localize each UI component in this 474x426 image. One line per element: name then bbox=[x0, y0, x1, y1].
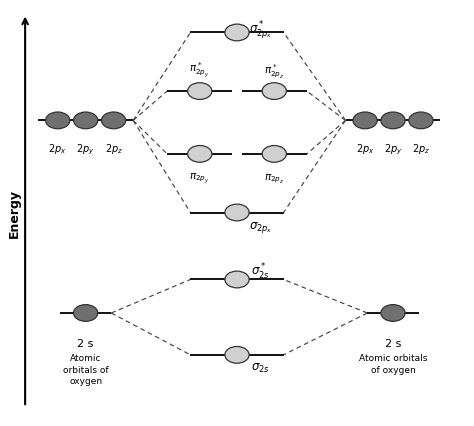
Ellipse shape bbox=[262, 83, 286, 100]
Ellipse shape bbox=[381, 113, 405, 130]
Ellipse shape bbox=[225, 25, 249, 42]
Ellipse shape bbox=[73, 305, 98, 322]
Text: $2p_z$: $2p_z$ bbox=[105, 142, 123, 156]
Text: 2 s: 2 s bbox=[77, 338, 94, 348]
Ellipse shape bbox=[73, 113, 98, 130]
Text: $2p_x$: $2p_x$ bbox=[356, 142, 374, 156]
Ellipse shape bbox=[225, 204, 249, 222]
Ellipse shape bbox=[188, 83, 212, 100]
Ellipse shape bbox=[46, 113, 70, 130]
Text: $2p_x$: $2p_x$ bbox=[48, 142, 67, 156]
Ellipse shape bbox=[381, 305, 405, 322]
Text: $\sigma_{2p_x}$: $\sigma_{2p_x}$ bbox=[249, 219, 272, 234]
Text: $2p_z$: $2p_z$ bbox=[412, 142, 430, 156]
Text: $\pi_{2p_y}$: $\pi_{2p_y}$ bbox=[190, 171, 210, 185]
Text: $\sigma^*_{2p_x}$: $\sigma^*_{2p_x}$ bbox=[249, 19, 272, 41]
Ellipse shape bbox=[188, 146, 212, 163]
Ellipse shape bbox=[225, 271, 249, 288]
Text: Atomic
orbitals of
oxygen: Atomic orbitals of oxygen bbox=[63, 353, 109, 386]
Text: $\pi^*_{2p_z}$: $\pi^*_{2p_z}$ bbox=[264, 62, 284, 80]
Ellipse shape bbox=[262, 146, 286, 163]
Ellipse shape bbox=[225, 347, 249, 363]
Text: $\sigma_{2s}$: $\sigma_{2s}$ bbox=[251, 361, 270, 374]
Text: Energy: Energy bbox=[8, 189, 21, 237]
Ellipse shape bbox=[409, 113, 433, 130]
Ellipse shape bbox=[101, 113, 126, 130]
Text: $2p_y$: $2p_y$ bbox=[76, 142, 95, 156]
Ellipse shape bbox=[353, 113, 377, 130]
Text: $2p_y$: $2p_y$ bbox=[384, 142, 402, 156]
Text: Atomic orbitals
of oxygen: Atomic orbitals of oxygen bbox=[359, 353, 427, 374]
Text: 2 s: 2 s bbox=[385, 338, 401, 348]
Text: $\sigma^*_{2s}$: $\sigma^*_{2s}$ bbox=[251, 262, 270, 282]
Text: $\pi^*_{2p_y}$: $\pi^*_{2p_y}$ bbox=[190, 61, 210, 80]
Text: $\pi_{2p_z}$: $\pi_{2p_z}$ bbox=[264, 171, 284, 184]
